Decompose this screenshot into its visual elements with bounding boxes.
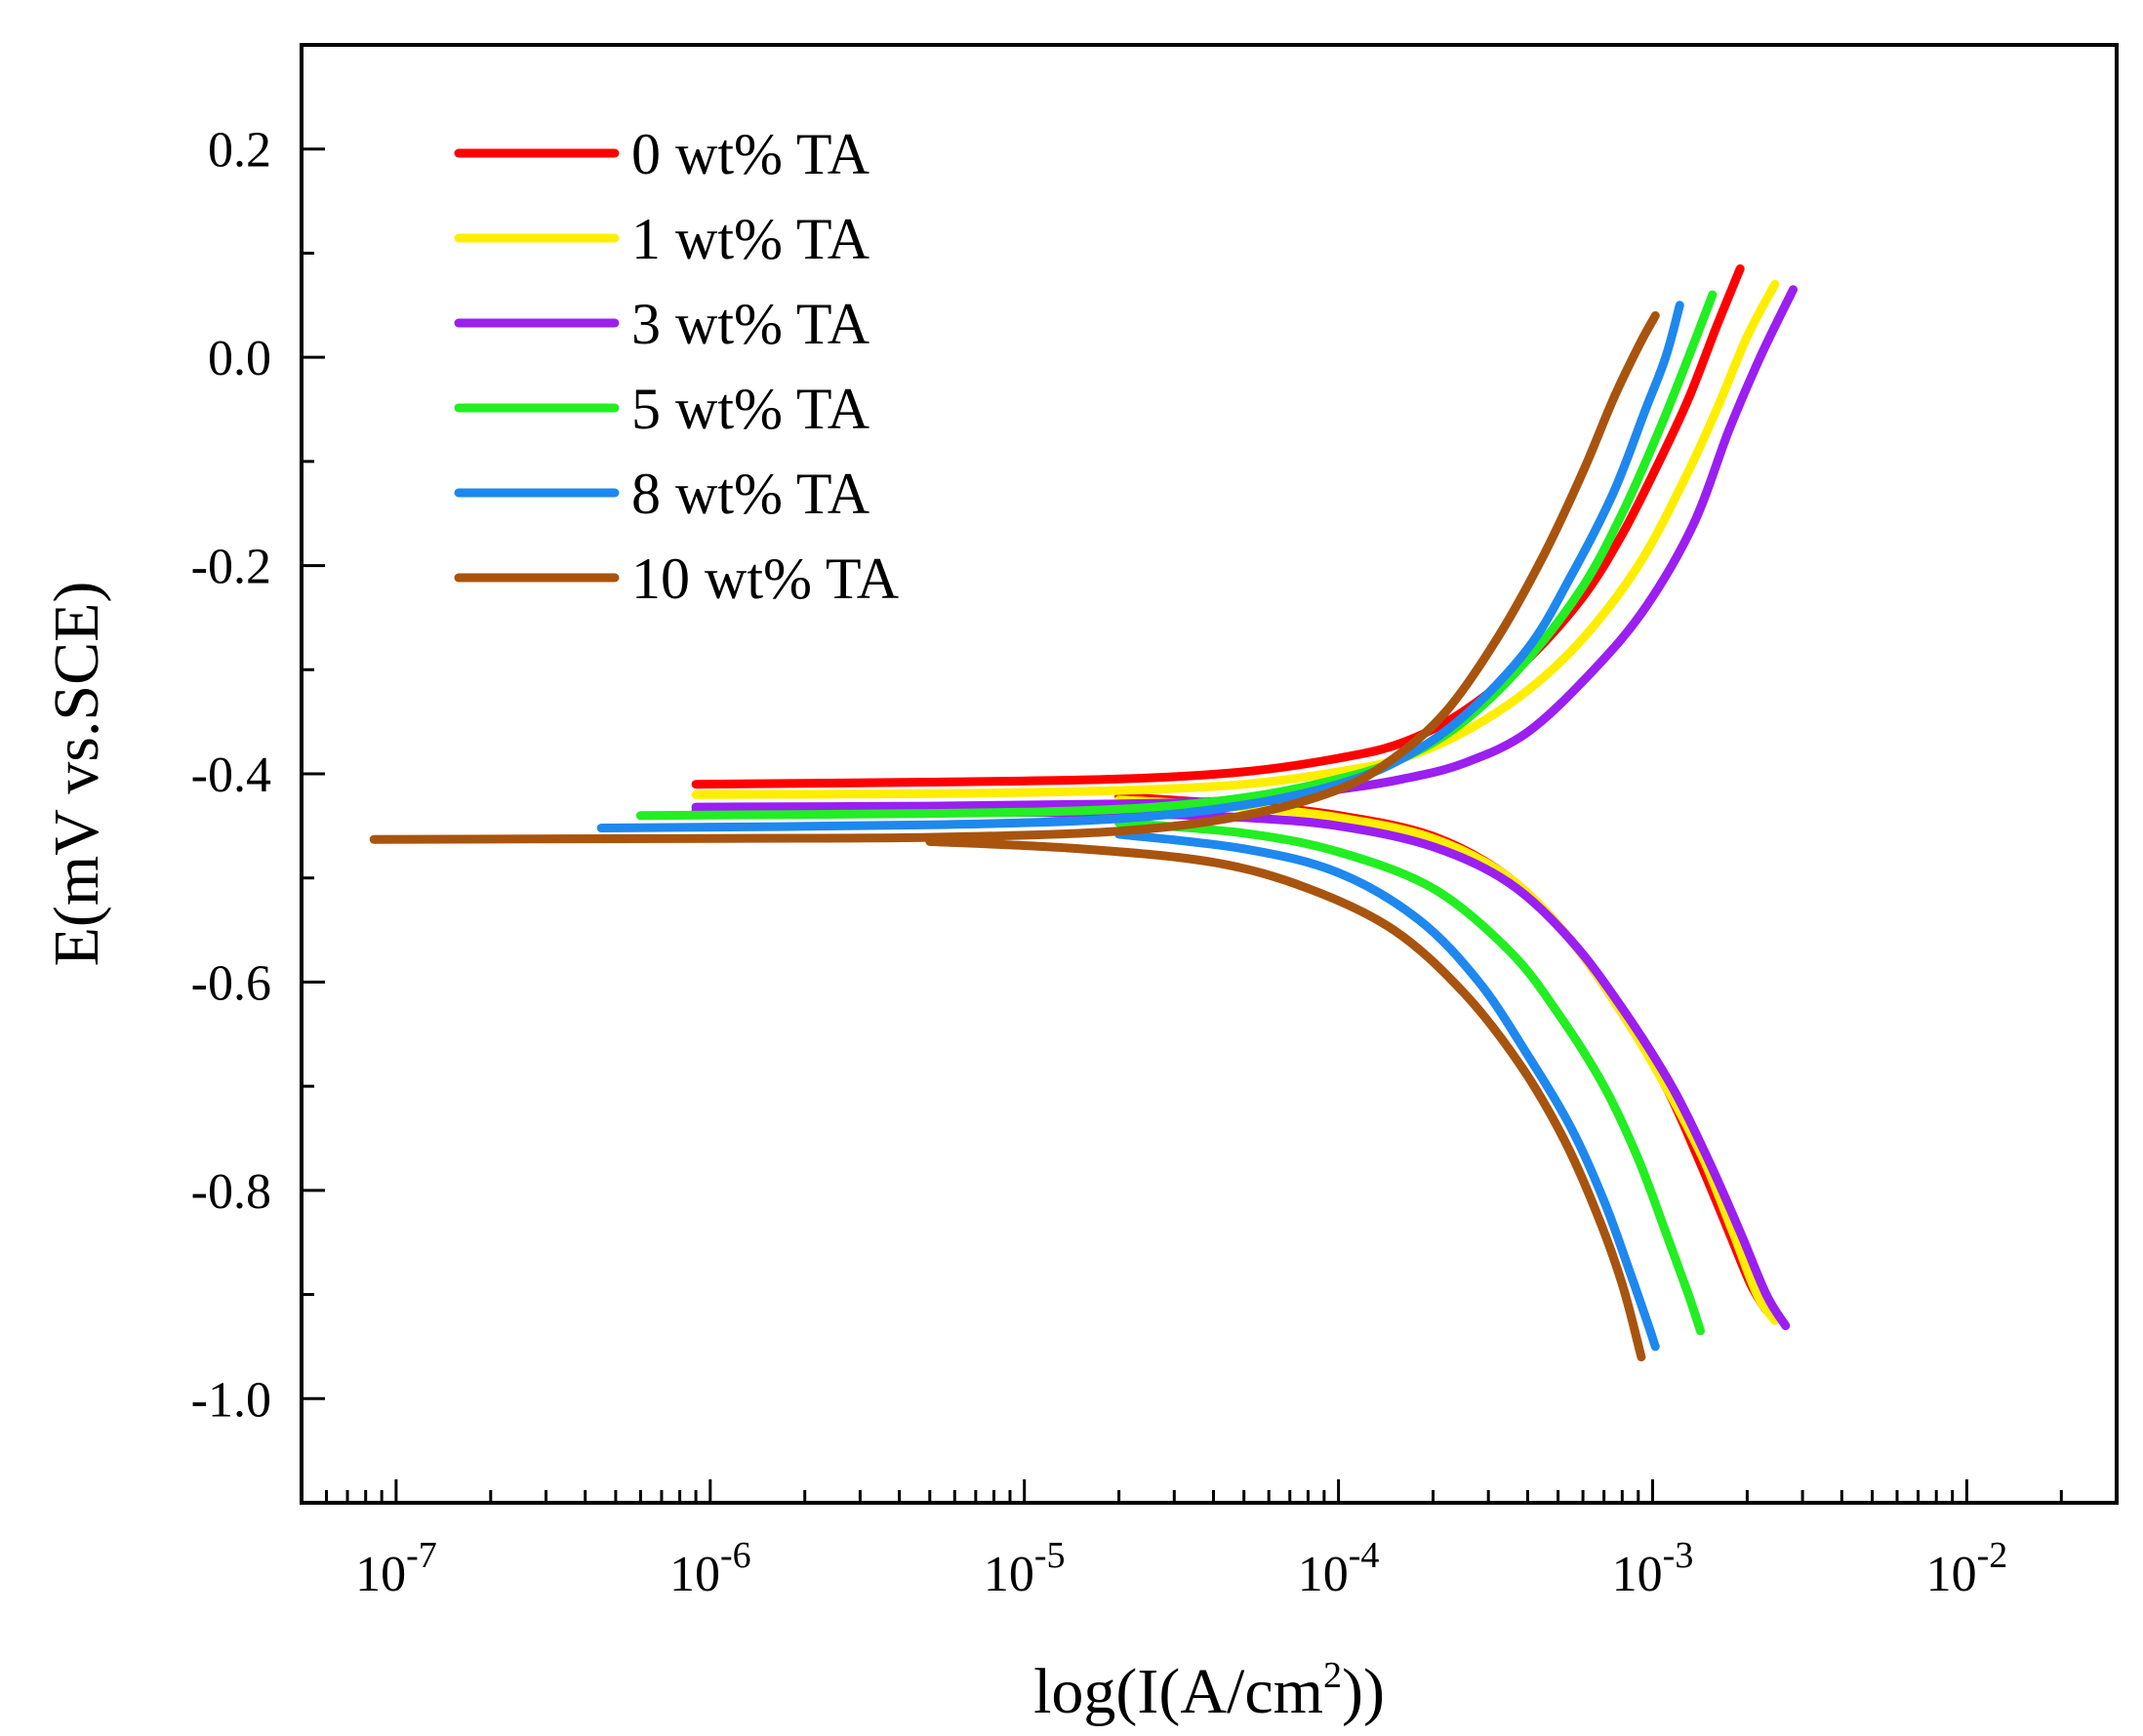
x-tick-label: 10-6 <box>669 1535 751 1602</box>
y-tick-label: 0.0 <box>208 331 271 386</box>
series-5-cathodic-line <box>925 836 1646 1362</box>
series-0-anodic-line <box>691 263 1745 789</box>
series-4-cathodic-line <box>1114 829 1660 1352</box>
x-axis-label: log(I(A/cm2)) <box>1033 1655 1385 1727</box>
series-4-anodic-line <box>596 301 1684 832</box>
x-tick-label: 10-3 <box>1612 1535 1694 1602</box>
x-tick-label: 10-4 <box>1298 1535 1380 1602</box>
legend-label-1: 1 wt% TA <box>631 207 869 271</box>
y-tick-label: -0.8 <box>191 1164 271 1220</box>
legend-label-2: 3 wt% TA <box>631 292 869 356</box>
legend-label-0: 0 wt% TA <box>631 122 869 186</box>
series-2-anodic-line <box>691 285 1798 812</box>
legend-label-5: 10 wt% TA <box>631 546 899 611</box>
y-tick-label: -0.2 <box>191 540 271 595</box>
y-tick-label: 0.2 <box>208 123 271 179</box>
legend: 0 wt% TA 1 wt% TA 3 wt% TA 5 wt% TA 8 wt% TA… <box>454 122 899 611</box>
series-5-anodic-line <box>369 311 1660 844</box>
x-tick-label: 10-5 <box>984 1535 1066 1602</box>
y-tick-label: -0.6 <box>191 955 271 1011</box>
y-tick-label: -0.4 <box>191 747 271 803</box>
x-tick-label: 10-2 <box>1926 1535 2008 1602</box>
series-3-cathodic-line <box>1114 818 1705 1336</box>
x-tick-label: 10-7 <box>355 1535 437 1602</box>
legend-label-4: 8 wt% TA <box>631 462 869 526</box>
legend-label-3: 5 wt% TA <box>631 377 869 441</box>
series-1-anodic-line <box>691 279 1780 799</box>
y-axis-label: E(mV vs.SCE) <box>41 582 112 967</box>
y-tick-label: -1.0 <box>191 1372 271 1428</box>
